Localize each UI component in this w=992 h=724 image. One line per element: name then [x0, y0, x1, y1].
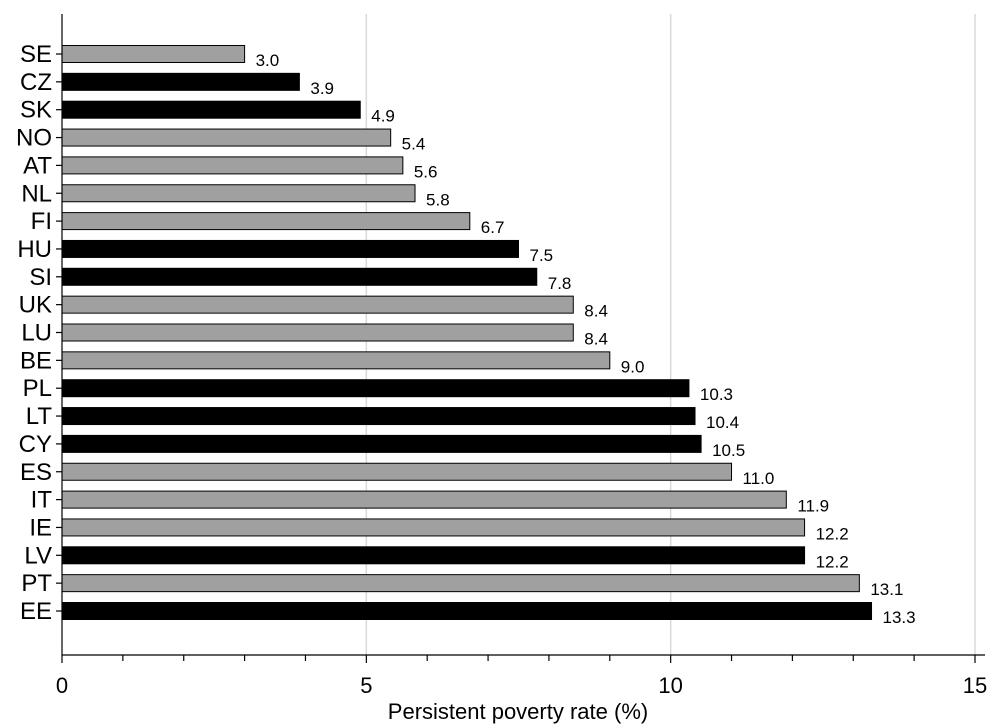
value-label-lv: 12.2	[816, 552, 849, 571]
x-tick-label-15: 15	[963, 673, 987, 698]
category-label-no: NO	[16, 125, 52, 152]
value-label-pt: 13.1	[870, 580, 903, 599]
category-label-fi: FI	[31, 208, 52, 235]
value-label-cz: 3.9	[310, 79, 334, 98]
bar-ee	[61, 602, 873, 620]
category-label-pt: PT	[21, 570, 52, 597]
value-label-cy: 10.5	[712, 441, 745, 460]
category-label-lu: LU	[21, 320, 52, 347]
value-label-fi: 6.7	[481, 218, 505, 237]
value-label-it: 11.9	[797, 497, 829, 516]
value-label-uk: 8.4	[584, 302, 608, 321]
value-label-se: 3.0	[256, 51, 280, 70]
value-label-pl: 10.3	[700, 385, 733, 404]
x-tick-label-5: 5	[360, 673, 372, 698]
category-label-cz: CZ	[20, 69, 52, 96]
value-label-ie: 12.2	[816, 524, 849, 543]
category-label-hu: HU	[17, 236, 52, 263]
bar-sk	[61, 100, 361, 119]
bar-pt	[61, 574, 860, 593]
value-label-be: 9.0	[621, 357, 645, 376]
bar-nl	[61, 184, 416, 203]
category-label-si: SI	[29, 264, 52, 291]
category-label-ie: IE	[29, 514, 52, 541]
value-label-at: 5.6	[414, 162, 438, 181]
x-axis-title: Persistent poverty rate (%)	[388, 699, 648, 724]
bar-lv	[61, 546, 806, 565]
bar-pl	[61, 379, 690, 398]
axes	[56, 14, 985, 663]
bar-cz	[61, 72, 300, 91]
value-label-sk: 4.9	[371, 107, 395, 126]
bar-fi	[61, 212, 471, 231]
value-label-hu: 7.5	[530, 246, 554, 265]
category-label-cy: CY	[19, 431, 52, 458]
value-label-es: 11.0	[743, 469, 775, 488]
x-tick-label-0: 0	[56, 673, 68, 698]
labels: SE 3.0 CZ 3.9 SK 4.9 NO 5.4 AT 5.6 NL 5.8 FI 6.7 HU 7.5…	[16, 41, 987, 698]
x-tick-label-10: 10	[658, 673, 682, 698]
category-label-uk: UK	[19, 292, 52, 319]
value-label-lt: 10.4	[706, 413, 739, 432]
category-label-pl: PL	[23, 375, 52, 402]
bar-cy	[61, 434, 702, 453]
value-label-nl: 5.8	[426, 190, 450, 209]
category-label-nl: NL	[21, 180, 52, 207]
category-label-sk: SK	[20, 97, 52, 124]
category-label-se: SE	[20, 41, 52, 68]
bar-ie	[61, 518, 806, 537]
bar-si	[61, 267, 538, 286]
bar-be	[61, 351, 611, 370]
category-label-it: IT	[31, 487, 53, 514]
bar-at	[61, 156, 404, 175]
bar-se	[61, 45, 246, 63]
category-label-ee: EE	[20, 598, 52, 625]
bars	[61, 45, 873, 620]
bar-lu	[61, 323, 574, 342]
bar-it	[61, 490, 787, 509]
category-label-es: ES	[20, 459, 52, 486]
value-label-ee: 13.3	[883, 608, 916, 627]
value-label-si: 7.8	[548, 274, 572, 293]
bar-hu	[61, 239, 519, 258]
value-label-no: 5.4	[402, 135, 426, 154]
category-label-lt: LT	[26, 403, 53, 430]
category-label-at: AT	[23, 152, 52, 179]
bar-no	[61, 128, 392, 147]
bar-es	[61, 462, 733, 481]
value-label-lu: 8.4	[584, 330, 608, 349]
bar-lt	[61, 407, 696, 426]
category-label-lv: LV	[24, 542, 52, 569]
bar-uk	[61, 295, 574, 314]
category-label-be: BE	[20, 347, 52, 374]
